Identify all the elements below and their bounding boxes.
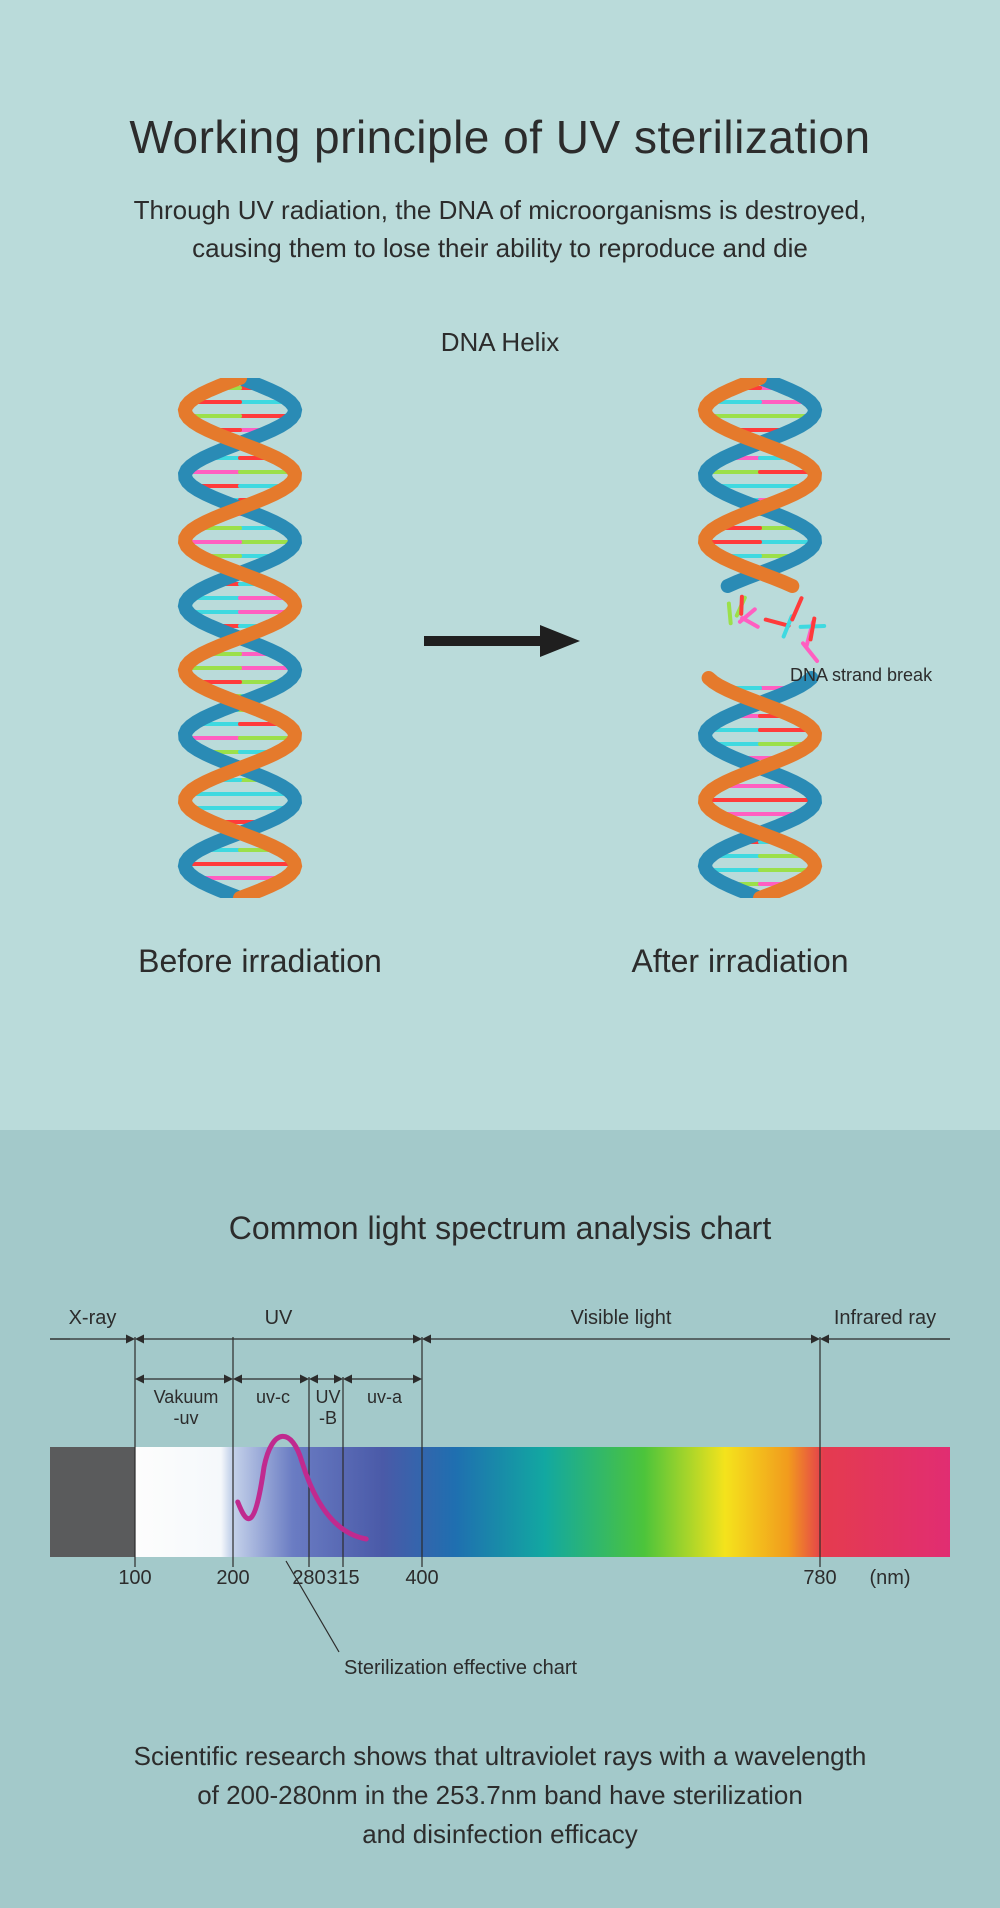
spectrum-chart-title: Common light spectrum analysis chart [0,1130,1000,1247]
subtitle-line-2: causing them to lose their ability to re… [192,233,808,263]
top-panel: Working principle of UV sterilization Th… [0,0,1000,1130]
dna-after-column [640,378,880,903]
nm-tick-label: 400 [405,1567,438,1590]
sterilization-curve-label: Sterilization effective chart [344,1657,577,1680]
page-title: Working principle of UV sterilization [0,0,1000,164]
after-caption: After irradiation [610,943,870,980]
footer-text: Scientific research shows that ultraviol… [0,1737,1000,1854]
nm-tick-label: 780 [803,1567,836,1590]
nm-tick-label: 100 [118,1567,151,1590]
subtitle-line-1: Through UV radiation, the DNA of microor… [134,195,867,225]
spectrum-chart: 100200280315400780(nm)X-rayUVVisible lig… [50,1307,950,1687]
arrow-right-icon [420,621,580,661]
dna-illustration-row [0,378,1000,903]
spectrum-subband-label: uv-a [347,1387,422,1408]
spectrum-subband-label: UV -B [313,1387,343,1429]
nm-tick-label: 280 [292,1567,325,1590]
nm-tick-label: 315 [326,1567,359,1590]
spectrum-band-label: UV [219,1307,339,1330]
dna-before-column [120,378,360,903]
footer-line-2: of 200-280nm in the 253.7nm band have st… [197,1780,803,1810]
subtitle: Through UV radiation, the DNA of microor… [0,192,1000,267]
before-caption: Before irradiation [130,943,390,980]
spectrum-band-label: Infrared ray [825,1307,945,1330]
unit-label: (nm) [869,1567,910,1590]
footer-line-3: and disinfection efficacy [362,1819,638,1849]
dna-after-icon [675,378,845,898]
spectrum-subband-label: uv-c [237,1387,309,1408]
spectrum-band-label: X-ray [33,1307,153,1330]
footer-line-1: Scientific research shows that ultraviol… [134,1741,867,1771]
dna-helix-label: DNA Helix [0,327,1000,358]
spectrum-subband-label: Vakuum -uv [139,1387,233,1429]
bottom-panel: Common light spectrum analysis chart 100… [0,1130,1000,1908]
dna-break-label: DNA strand break [790,665,932,686]
spectrum-overlay [50,1307,950,1687]
nm-tick-label: 200 [216,1567,249,1590]
arrow-column [420,621,580,661]
spectrum-band-label: Visible light [561,1307,681,1330]
dna-before-icon [155,378,325,898]
